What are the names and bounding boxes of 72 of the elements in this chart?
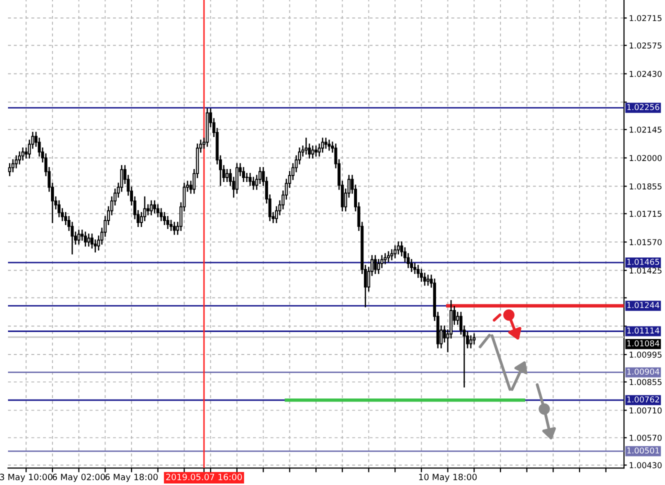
candlestick	[166, 216, 170, 229]
y-tick-label: 1.01425	[630, 267, 662, 274]
ref-line-label: 1.00904	[627, 368, 660, 375]
candlestick	[420, 268, 423, 282]
candlestick	[377, 259, 380, 274]
candlestick	[311, 146, 314, 159]
ref-line-label: 1.01244	[627, 302, 660, 308]
candlestick	[162, 212, 166, 226]
y-tick-label: 1.00570	[630, 434, 662, 441]
candlestick	[90, 234, 94, 249]
candlestick	[374, 255, 377, 274]
x-tick-label: 6 May 18:00	[105, 474, 158, 482]
candlestick	[469, 335, 472, 348]
ref-line-label: 1.01114	[627, 328, 660, 334]
candlestick	[21, 147, 24, 160]
candlestick	[153, 200, 156, 214]
y-tick-label: 1.00855	[630, 379, 662, 386]
candlestick	[18, 151, 22, 164]
candlestick	[413, 262, 416, 274]
y-tick-label: 1.01570	[630, 239, 662, 246]
candlestick	[14, 155, 18, 168]
candlestick	[24, 147, 28, 159]
candlestick	[314, 146, 318, 157]
candlestick	[11, 159, 14, 172]
candlestick	[304, 138, 308, 155]
candlestick	[321, 138, 324, 153]
candlestick	[324, 138, 328, 149]
y-tick-label: 1.00995	[630, 352, 662, 358]
candlestick	[170, 220, 173, 231]
candlestick	[242, 167, 246, 182]
x-tick-label: 6 May 02:00	[52, 474, 106, 482]
candlestick	[150, 200, 153, 216]
candlestick	[426, 274, 430, 286]
candlestick	[384, 253, 387, 264]
ref-line-label: 1.00762	[627, 396, 659, 402]
candlestick	[252, 176, 255, 190]
candlestick	[146, 204, 150, 216]
candlestick	[472, 333, 476, 344]
ref-line-label: 1.01465	[627, 258, 660, 265]
candlestick	[172, 222, 176, 235]
candlestick	[156, 204, 160, 218]
ref-line-label: 1.02256	[627, 104, 660, 110]
y-tick-label: 1.00430	[630, 462, 662, 468]
x-tick-label: 2019.05.07 16:00	[166, 474, 242, 480]
candlestick	[8, 163, 12, 176]
candlestick	[394, 245, 397, 258]
candlestick	[58, 200, 61, 218]
y-tick-label: 1.00710	[630, 407, 662, 414]
candlestick	[416, 264, 420, 278]
candlestick	[87, 234, 90, 247]
candlestick	[77, 230, 80, 245]
candlestick	[226, 169, 229, 182]
candlestick	[328, 140, 331, 151]
ref-line-label: 1.01084	[627, 340, 660, 346]
x-tick-label: 3 May 10:00	[0, 474, 52, 482]
y-tick-label: 1.01715	[630, 210, 662, 217]
y-tick-label: 1.02715	[630, 15, 662, 22]
candlestick	[423, 272, 426, 286]
candlestick	[396, 241, 400, 254]
x-tick-label: 10 May 18:00	[419, 474, 477, 482]
candlestick	[84, 232, 87, 247]
y-tick-label: 1.02430	[630, 70, 662, 77]
candlestick	[386, 251, 390, 262]
candlestick	[245, 172, 248, 182]
y-tick-label: 1.02145	[630, 126, 662, 133]
candlestick	[248, 172, 252, 186]
ref-line-label: 1.00501	[627, 447, 660, 454]
y-tick-label: 1.02000	[630, 154, 662, 162]
y-tick-label: 1.01855	[630, 183, 662, 190]
candlestick	[235, 163, 238, 194]
y-tick-label: 1.02575	[630, 42, 662, 49]
candlestick	[160, 208, 163, 222]
